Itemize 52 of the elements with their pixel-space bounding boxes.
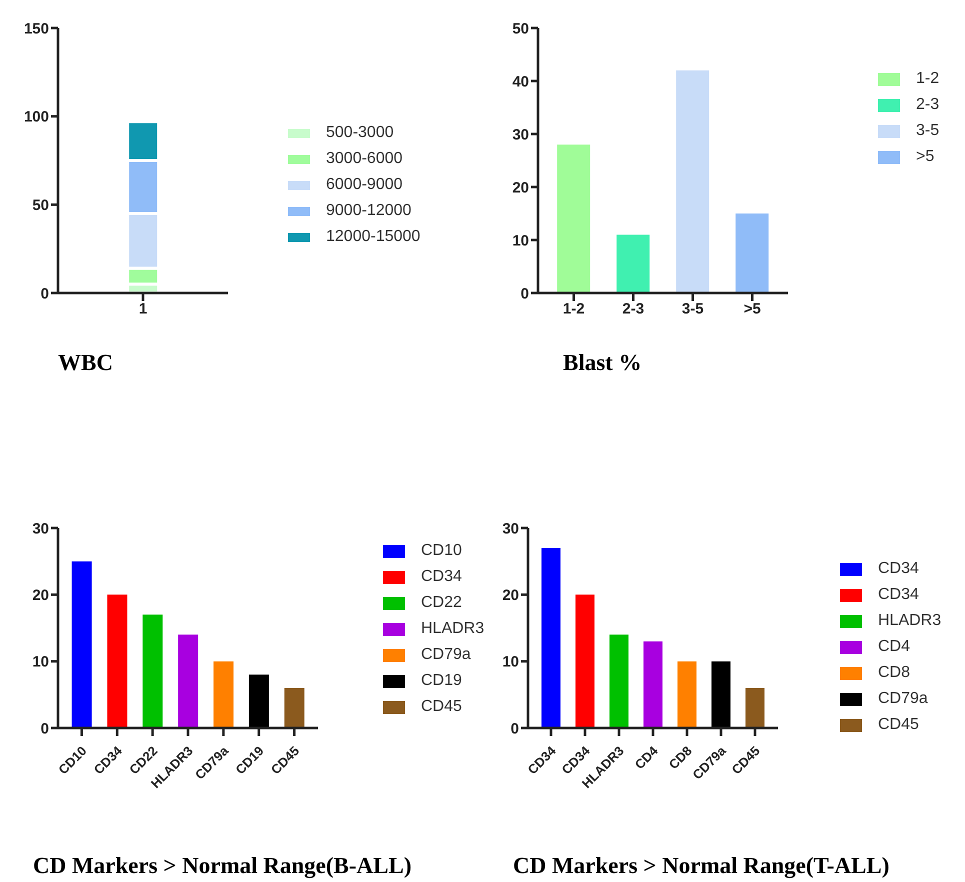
y-tick-label: 0 [520, 285, 529, 302]
y-tick-label: 150 [24, 20, 49, 38]
x-tick-label: 2-3 [622, 300, 644, 318]
x-tick-label: 1-2 [562, 300, 585, 318]
text: Blast % [563, 350, 642, 376]
y-tick-label: 30 [502, 520, 519, 538]
text: CD Markers > Normal Range(B-ALL) [33, 853, 412, 879]
y-tick-label: 30 [32, 520, 49, 538]
x-tick-label: CD4 [632, 742, 662, 772]
x-tick-label: 3-5 [682, 300, 704, 318]
legend-label: CD22 [421, 594, 462, 612]
legend-label: 9000-12000 [326, 202, 412, 220]
legend-label: CD19 [421, 672, 462, 690]
legend-label: CD34 [421, 568, 462, 586]
legend-label: HLADR3 [421, 620, 484, 638]
legend-label: 1-2 [916, 70, 940, 88]
y-tick-label: 10 [502, 654, 519, 671]
legend-label: CD79a [421, 646, 471, 664]
text: WBC [58, 350, 113, 376]
legend-label: CD4 [878, 638, 910, 656]
y-tick-label: 50 [32, 196, 49, 214]
x-tick-label: CD8 [666, 743, 695, 772]
x-tick-label: >5 [744, 300, 761, 318]
y-tick-label: 10 [512, 232, 529, 250]
legend-label: CD79a [878, 690, 928, 708]
legend-label: >5 [916, 148, 934, 166]
x-tick-label: 1 [138, 300, 148, 318]
y-tick-label: 0 [40, 285, 49, 302]
y-tick-label: 20 [32, 586, 49, 604]
legend-label: CD10 [421, 542, 462, 560]
y-tick-label: 10 [32, 654, 49, 671]
legend-label: CD8 [878, 664, 910, 682]
y-tick-label: 30 [512, 126, 529, 144]
y-tick-label: 20 [512, 179, 529, 196]
legend-label: CD34 [878, 586, 919, 604]
legend-label: 6000-9000 [326, 176, 403, 194]
y-tick-label: 0 [40, 720, 49, 738]
legend-label: CD34 [878, 560, 919, 578]
y-tick-label: 40 [512, 73, 529, 90]
legend-label: 2-3 [916, 96, 940, 114]
legend-label: HLADR3 [878, 612, 942, 630]
legend-label: 3-5 [916, 122, 940, 140]
y-tick-label: 20 [502, 586, 519, 604]
legend-label: CD45 [421, 698, 462, 716]
legend-label: 500-3000 [326, 124, 394, 142]
y-tick-label: 50 [512, 20, 529, 38]
y-tick-label: 100 [24, 108, 49, 126]
y-tick-label: 0 [510, 720, 519, 738]
legend-label: 12000-15000 [326, 228, 420, 246]
legend-label: CD45 [878, 716, 919, 734]
legend-label: 3000-6000 [326, 150, 403, 168]
text: CD Markers > Normal Range(T-ALL) [513, 853, 890, 879]
